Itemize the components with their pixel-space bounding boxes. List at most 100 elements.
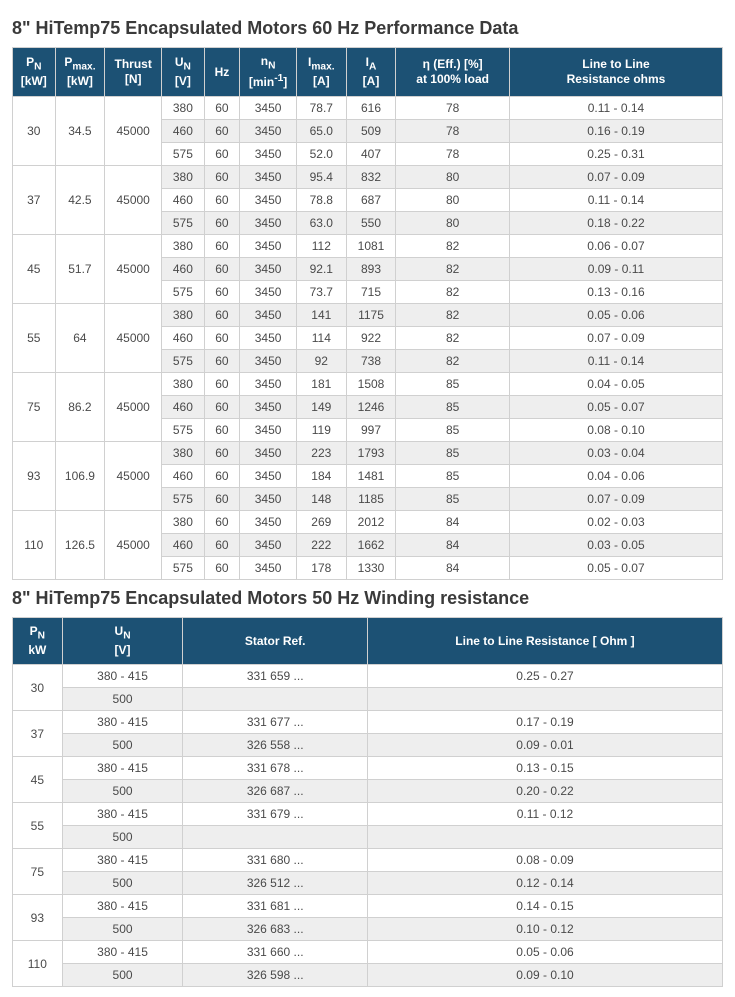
cell-thrust: 45000 <box>105 97 162 166</box>
cell-nn: 3450 <box>240 511 297 534</box>
cell-pn: 30 <box>13 97 56 166</box>
cell-nn: 3450 <box>240 235 297 258</box>
cell-pmax: 34.5 <box>55 97 105 166</box>
table-row: 4551.7450003806034501121081820.06 - 0.07 <box>13 235 723 258</box>
col-res: Line to Line Resistance [ Ohm ] <box>367 618 722 665</box>
table-header-row: PNkWUN[V]Stator Ref.Line to Line Resista… <box>13 618 723 665</box>
cell-res: 0.09 - 0.10 <box>367 964 722 987</box>
cell-res: 0.09 - 0.01 <box>367 734 722 757</box>
cell-res: 0.25 - 0.31 <box>509 143 722 166</box>
cell-pmax: 106.9 <box>55 442 105 511</box>
col-ia: IA[A] <box>346 48 396 97</box>
cell-un: 575 <box>162 281 205 304</box>
cell-un: 460 <box>162 396 205 419</box>
cell-nn: 3450 <box>240 396 297 419</box>
cell-un: 380 <box>162 304 205 327</box>
cell-imax: 78.8 <box>296 189 346 212</box>
cell-pmax: 42.5 <box>55 166 105 235</box>
cell-un: 380 - 415 <box>62 849 183 872</box>
cell-eff: 85 <box>396 396 510 419</box>
cell-res: 0.20 - 0.22 <box>367 780 722 803</box>
cell-hz: 60 <box>204 396 240 419</box>
table-header-row: PN[kW]Pmax.[kW]Thrust[N]UN[V]HznN[min-1]… <box>13 48 723 97</box>
cell-eff: 82 <box>396 235 510 258</box>
cell-eff: 85 <box>396 442 510 465</box>
cell-nn: 3450 <box>240 488 297 511</box>
cell-stator <box>183 826 368 849</box>
cell-nn: 3450 <box>240 120 297 143</box>
cell-ia: 550 <box>346 212 396 235</box>
cell-un: 460 <box>162 534 205 557</box>
cell-res <box>367 826 722 849</box>
cell-nn: 3450 <box>240 350 297 373</box>
cell-ia: 922 <box>346 327 396 350</box>
cell-ia: 1662 <box>346 534 396 557</box>
col-thrust: Thrust[N] <box>105 48 162 97</box>
cell-res: 0.10 - 0.12 <box>367 918 722 941</box>
cell-stator: 331 679 ... <box>183 803 368 826</box>
cell-imax: 92 <box>296 350 346 373</box>
cell-eff: 84 <box>396 534 510 557</box>
cell-res: 0.11 - 0.12 <box>367 803 722 826</box>
cell-ia: 1175 <box>346 304 396 327</box>
cell-res: 0.07 - 0.09 <box>509 327 722 350</box>
table-row: 30380 - 415331 659 ...0.25 - 0.27 <box>13 665 723 688</box>
cell-hz: 60 <box>204 281 240 304</box>
cell-res: 0.16 - 0.19 <box>509 120 722 143</box>
cell-thrust: 45000 <box>105 304 162 373</box>
cell-imax: 52.0 <box>296 143 346 166</box>
table-row: 500326 687 ...0.20 - 0.22 <box>13 780 723 803</box>
cell-pn: 75 <box>13 373 56 442</box>
cell-hz: 60 <box>204 258 240 281</box>
cell-res: 0.08 - 0.09 <box>367 849 722 872</box>
cell-stator: 331 677 ... <box>183 711 368 734</box>
cell-thrust: 45000 <box>105 235 162 304</box>
cell-ia: 893 <box>346 258 396 281</box>
cell-imax: 184 <box>296 465 346 488</box>
cell-un: 500 <box>62 734 183 757</box>
cell-un: 460 <box>162 327 205 350</box>
col-un: UN[V] <box>62 618 183 665</box>
cell-res: 0.18 - 0.22 <box>509 212 722 235</box>
cell-pmax: 64 <box>55 304 105 373</box>
cell-thrust: 45000 <box>105 373 162 442</box>
cell-un: 575 <box>162 488 205 511</box>
cell-stator: 331 660 ... <box>183 941 368 964</box>
col-nn: nN[min-1] <box>240 48 297 97</box>
cell-hz: 60 <box>204 557 240 580</box>
cell-imax: 148 <box>296 488 346 511</box>
table-row: 45380 - 415331 678 ...0.13 - 0.15 <box>13 757 723 780</box>
cell-eff: 80 <box>396 212 510 235</box>
cell-ia: 509 <box>346 120 396 143</box>
table2-title: 8" HiTemp75 Encapsulated Motors 50 Hz Wi… <box>12 588 723 609</box>
cell-stator <box>183 688 368 711</box>
cell-un: 575 <box>162 212 205 235</box>
cell-un: 380 <box>162 97 205 120</box>
cell-imax: 223 <box>296 442 346 465</box>
cell-nn: 3450 <box>240 327 297 350</box>
cell-pn: 45 <box>13 235 56 304</box>
cell-eff: 78 <box>396 97 510 120</box>
cell-nn: 3450 <box>240 143 297 166</box>
cell-un: 380 <box>162 166 205 189</box>
cell-res: 0.25 - 0.27 <box>367 665 722 688</box>
cell-un: 380 <box>162 235 205 258</box>
cell-eff: 82 <box>396 281 510 304</box>
cell-pmax: 86.2 <box>55 373 105 442</box>
cell-un: 460 <box>162 465 205 488</box>
cell-imax: 65.0 <box>296 120 346 143</box>
cell-pn: 30 <box>13 665 63 711</box>
cell-ia: 715 <box>346 281 396 304</box>
table-row: 55380 - 415331 679 ...0.11 - 0.12 <box>13 803 723 826</box>
cell-ia: 407 <box>346 143 396 166</box>
table1-title: 8" HiTemp75 Encapsulated Motors 60 Hz Pe… <box>12 18 723 39</box>
cell-un: 500 <box>62 964 183 987</box>
cell-hz: 60 <box>204 373 240 396</box>
cell-res: 0.05 - 0.07 <box>509 396 722 419</box>
cell-hz: 60 <box>204 511 240 534</box>
cell-pn: 37 <box>13 166 56 235</box>
col-pmax: Pmax.[kW] <box>55 48 105 97</box>
cell-res: 0.11 - 0.14 <box>509 97 722 120</box>
cell-un: 575 <box>162 419 205 442</box>
cell-imax: 112 <box>296 235 346 258</box>
